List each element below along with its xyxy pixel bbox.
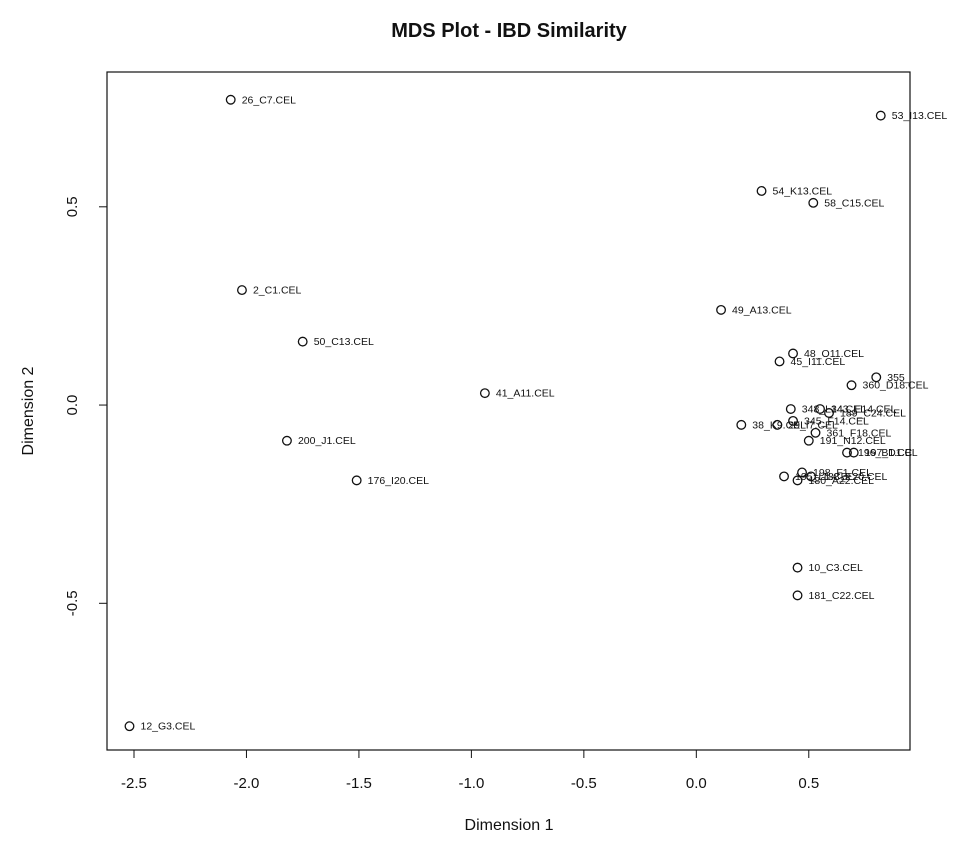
point-label: 38_K9.CEL — [752, 419, 806, 431]
data-point — [810, 427, 821, 438]
x-tick-label: -2.0 — [234, 775, 260, 792]
data-point — [788, 415, 798, 426]
point-label: 10_C3.CEL — [809, 562, 863, 574]
point-label: 48_O11.CEL — [804, 348, 864, 360]
data-point — [806, 471, 816, 482]
data-point — [803, 435, 814, 446]
point-label: 196_B1.CEL — [858, 447, 918, 459]
point-label: 180_A22.CEL — [809, 475, 875, 487]
data-point — [736, 419, 747, 430]
point-label: 343_E14.CEL — [831, 404, 897, 416]
point-label: 176_I20.CEL — [368, 475, 429, 487]
point-label: 191_N12.CEL — [820, 435, 886, 447]
data-point — [756, 185, 767, 196]
data-point — [792, 590, 803, 601]
y-axis: -0.5 0.0 0.5 — [64, 196, 108, 616]
data-point — [351, 475, 362, 486]
point-label: 29_I7.CEL — [788, 419, 838, 431]
point-label: 53_I13.CEL — [892, 110, 948, 122]
data-point — [716, 304, 727, 315]
data-point — [875, 110, 886, 121]
x-tick-label: -2.5 — [121, 775, 147, 792]
point-label: 200_J1.CEL — [298, 435, 356, 447]
x-axis-label: Dimension 1 — [465, 817, 554, 834]
point-label: 361_F18.CEL — [827, 427, 892, 439]
data-point — [808, 197, 819, 208]
data-point — [479, 388, 490, 399]
point-label: 189_C24.CEL — [840, 407, 906, 419]
x-tick-label: -1.5 — [346, 775, 372, 792]
x-tick-label: 0.0 — [686, 775, 707, 792]
y-tick-label: 0.5 — [64, 196, 81, 217]
chart-title: MDS Plot - IBD Similarity — [391, 20, 627, 42]
point-label: 2_C1.CEL — [253, 285, 302, 297]
data-point — [788, 348, 798, 359]
data-point — [297, 336, 308, 347]
data-point — [785, 404, 796, 414]
point-label: 50_C13.CEL — [314, 336, 374, 348]
data-point — [792, 475, 803, 486]
point-label: 181_C22.CEL — [809, 590, 875, 602]
data-point — [797, 467, 807, 478]
data-point — [779, 471, 789, 482]
data-point — [848, 447, 859, 458]
point-label: 360_D18.CEL — [863, 380, 929, 392]
point-label: 345_F14.CEL — [804, 415, 869, 427]
x-tick-label: 0.5 — [798, 775, 819, 792]
plot-frame — [106, 71, 911, 751]
y-tick-label: 0.0 — [64, 395, 81, 416]
x-axis: -2.5 -2.0 -1.5 -1.0 -0.5 0.0 0.5 — [121, 749, 819, 792]
point-label: 58_C15.CEL — [824, 197, 884, 209]
point-label: 41_A11.CEL — [496, 388, 555, 400]
data-point — [124, 721, 135, 732]
data-point — [225, 94, 236, 105]
data-point — [237, 285, 247, 296]
data-point — [871, 372, 882, 383]
y-axis-label: Dimension 2 — [20, 366, 37, 455]
point-label: 26_C7.CEL — [242, 94, 296, 106]
point-label: 188_E20.CEL — [822, 471, 888, 483]
y-tick-label: -0.5 — [64, 590, 81, 616]
data-point — [772, 419, 783, 430]
data-point — [842, 447, 852, 458]
point-label: 45_I11.CEL — [791, 356, 846, 368]
x-tick-label: -0.5 — [571, 775, 597, 792]
data-point — [815, 404, 825, 414]
data-point — [792, 562, 803, 573]
x-tick-label: -1.0 — [458, 775, 484, 792]
point-label: 54_K13.CEL — [773, 185, 833, 197]
data-point — [281, 435, 292, 446]
data-point — [846, 380, 857, 391]
point-label: 197_D1.C — [865, 447, 913, 459]
point-label: 12_G3.CEL — [140, 721, 195, 733]
data-point — [774, 356, 785, 367]
point-label: 355_ — [887, 372, 911, 384]
point-label: 198_F1.CEL — [813, 467, 872, 479]
data-point — [824, 408, 834, 418]
point-label: 49_A13.CEL — [732, 304, 792, 316]
